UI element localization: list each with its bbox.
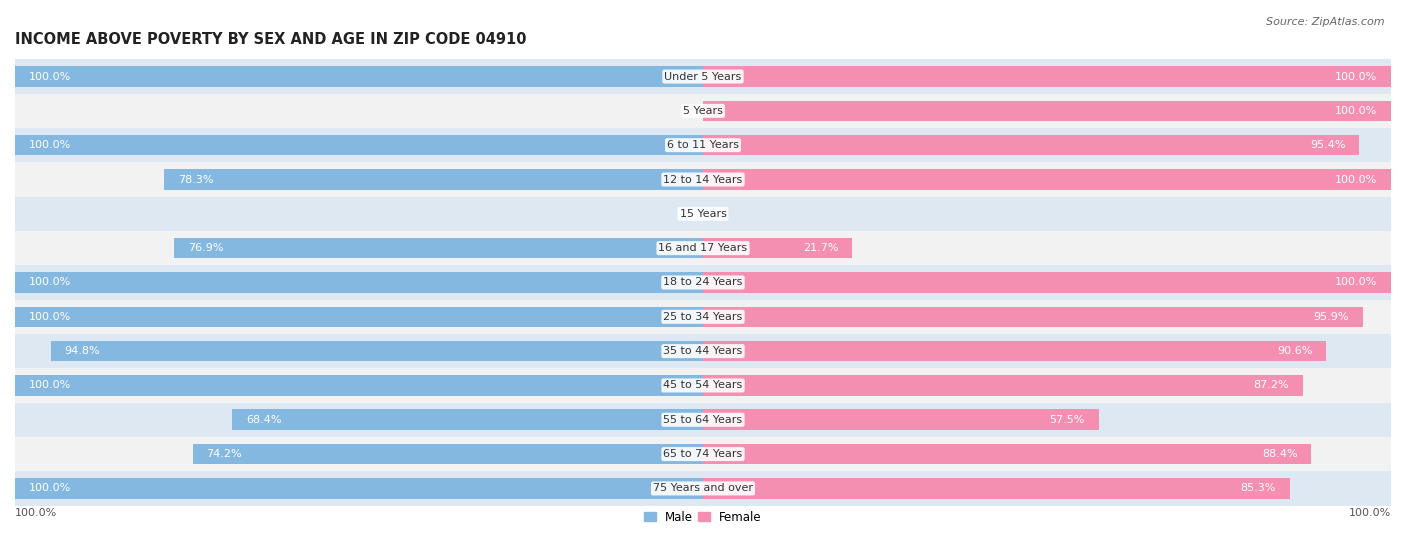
Text: 16 and 17 Years: 16 and 17 Years bbox=[658, 243, 748, 253]
Bar bbox=[15, 59, 1391, 94]
Bar bbox=[15, 135, 703, 155]
Text: 100.0%: 100.0% bbox=[28, 484, 72, 494]
Legend: Male, Female: Male, Female bbox=[640, 506, 766, 528]
Bar bbox=[703, 375, 1303, 396]
Text: 100.0%: 100.0% bbox=[28, 381, 72, 390]
Bar bbox=[15, 306, 703, 327]
Text: 76.9%: 76.9% bbox=[187, 243, 224, 253]
Bar bbox=[15, 300, 1391, 334]
Text: 100.0%: 100.0% bbox=[28, 72, 72, 82]
Text: 88.4%: 88.4% bbox=[1261, 449, 1298, 459]
Bar bbox=[15, 197, 1391, 231]
Text: 21.7%: 21.7% bbox=[803, 243, 838, 253]
Text: 100.0%: 100.0% bbox=[28, 277, 72, 287]
Text: INCOME ABOVE POVERTY BY SEX AND AGE IN ZIP CODE 04910: INCOME ABOVE POVERTY BY SEX AND AGE IN Z… bbox=[15, 32, 526, 47]
Bar bbox=[15, 471, 1391, 505]
Bar bbox=[15, 437, 1391, 471]
Bar bbox=[703, 135, 1360, 155]
Text: 68.4%: 68.4% bbox=[246, 415, 281, 425]
Text: 100.0%: 100.0% bbox=[1334, 277, 1378, 287]
Text: 6 to 11 Years: 6 to 11 Years bbox=[666, 140, 740, 150]
Bar bbox=[703, 478, 1289, 499]
Bar bbox=[165, 169, 703, 190]
Text: 85.3%: 85.3% bbox=[1240, 484, 1277, 494]
Bar bbox=[15, 266, 1391, 300]
Text: Source: ZipAtlas.com: Source: ZipAtlas.com bbox=[1267, 17, 1385, 27]
Text: 90.6%: 90.6% bbox=[1277, 346, 1313, 356]
Text: 12 to 14 Years: 12 to 14 Years bbox=[664, 174, 742, 184]
Text: 100.0%: 100.0% bbox=[1334, 174, 1378, 184]
Bar bbox=[15, 478, 703, 499]
Text: 94.8%: 94.8% bbox=[65, 346, 100, 356]
Text: 100.0%: 100.0% bbox=[28, 312, 72, 322]
Text: 95.4%: 95.4% bbox=[1310, 140, 1346, 150]
Bar bbox=[703, 169, 1391, 190]
Bar bbox=[703, 444, 1312, 465]
Bar bbox=[15, 128, 1391, 162]
Bar bbox=[703, 101, 1391, 121]
Bar bbox=[15, 272, 703, 293]
Bar bbox=[703, 341, 1326, 362]
Text: 100.0%: 100.0% bbox=[1334, 106, 1378, 116]
Bar bbox=[703, 306, 1362, 327]
Text: 35 to 44 Years: 35 to 44 Years bbox=[664, 346, 742, 356]
Bar bbox=[703, 66, 1391, 87]
Bar bbox=[15, 94, 1391, 128]
Bar bbox=[703, 238, 852, 258]
Text: 95.9%: 95.9% bbox=[1313, 312, 1348, 322]
Text: 15 Years: 15 Years bbox=[679, 209, 727, 219]
Text: 75 Years and over: 75 Years and over bbox=[652, 484, 754, 494]
Text: 100.0%: 100.0% bbox=[15, 508, 58, 518]
Bar bbox=[232, 410, 703, 430]
Bar bbox=[703, 272, 1391, 293]
Bar bbox=[15, 334, 1391, 368]
Bar bbox=[174, 238, 703, 258]
Bar bbox=[703, 410, 1098, 430]
Text: 45 to 54 Years: 45 to 54 Years bbox=[664, 381, 742, 390]
Text: 100.0%: 100.0% bbox=[1334, 72, 1378, 82]
Bar bbox=[15, 368, 1391, 402]
Text: 25 to 34 Years: 25 to 34 Years bbox=[664, 312, 742, 322]
Bar bbox=[15, 162, 1391, 197]
Text: 65 to 74 Years: 65 to 74 Years bbox=[664, 449, 742, 459]
Bar bbox=[15, 375, 703, 396]
Text: 87.2%: 87.2% bbox=[1254, 381, 1289, 390]
Bar bbox=[15, 66, 703, 87]
Text: Under 5 Years: Under 5 Years bbox=[665, 72, 741, 82]
Bar bbox=[15, 231, 1391, 266]
Text: 55 to 64 Years: 55 to 64 Years bbox=[664, 415, 742, 425]
Text: 57.5%: 57.5% bbox=[1049, 415, 1085, 425]
Text: 100.0%: 100.0% bbox=[28, 140, 72, 150]
Bar bbox=[51, 341, 703, 362]
Bar bbox=[15, 402, 1391, 437]
Text: 78.3%: 78.3% bbox=[179, 174, 214, 184]
Bar bbox=[193, 444, 703, 465]
Text: 5 Years: 5 Years bbox=[683, 106, 723, 116]
Text: 18 to 24 Years: 18 to 24 Years bbox=[664, 277, 742, 287]
Text: 74.2%: 74.2% bbox=[207, 449, 242, 459]
Text: 100.0%: 100.0% bbox=[1348, 508, 1391, 518]
